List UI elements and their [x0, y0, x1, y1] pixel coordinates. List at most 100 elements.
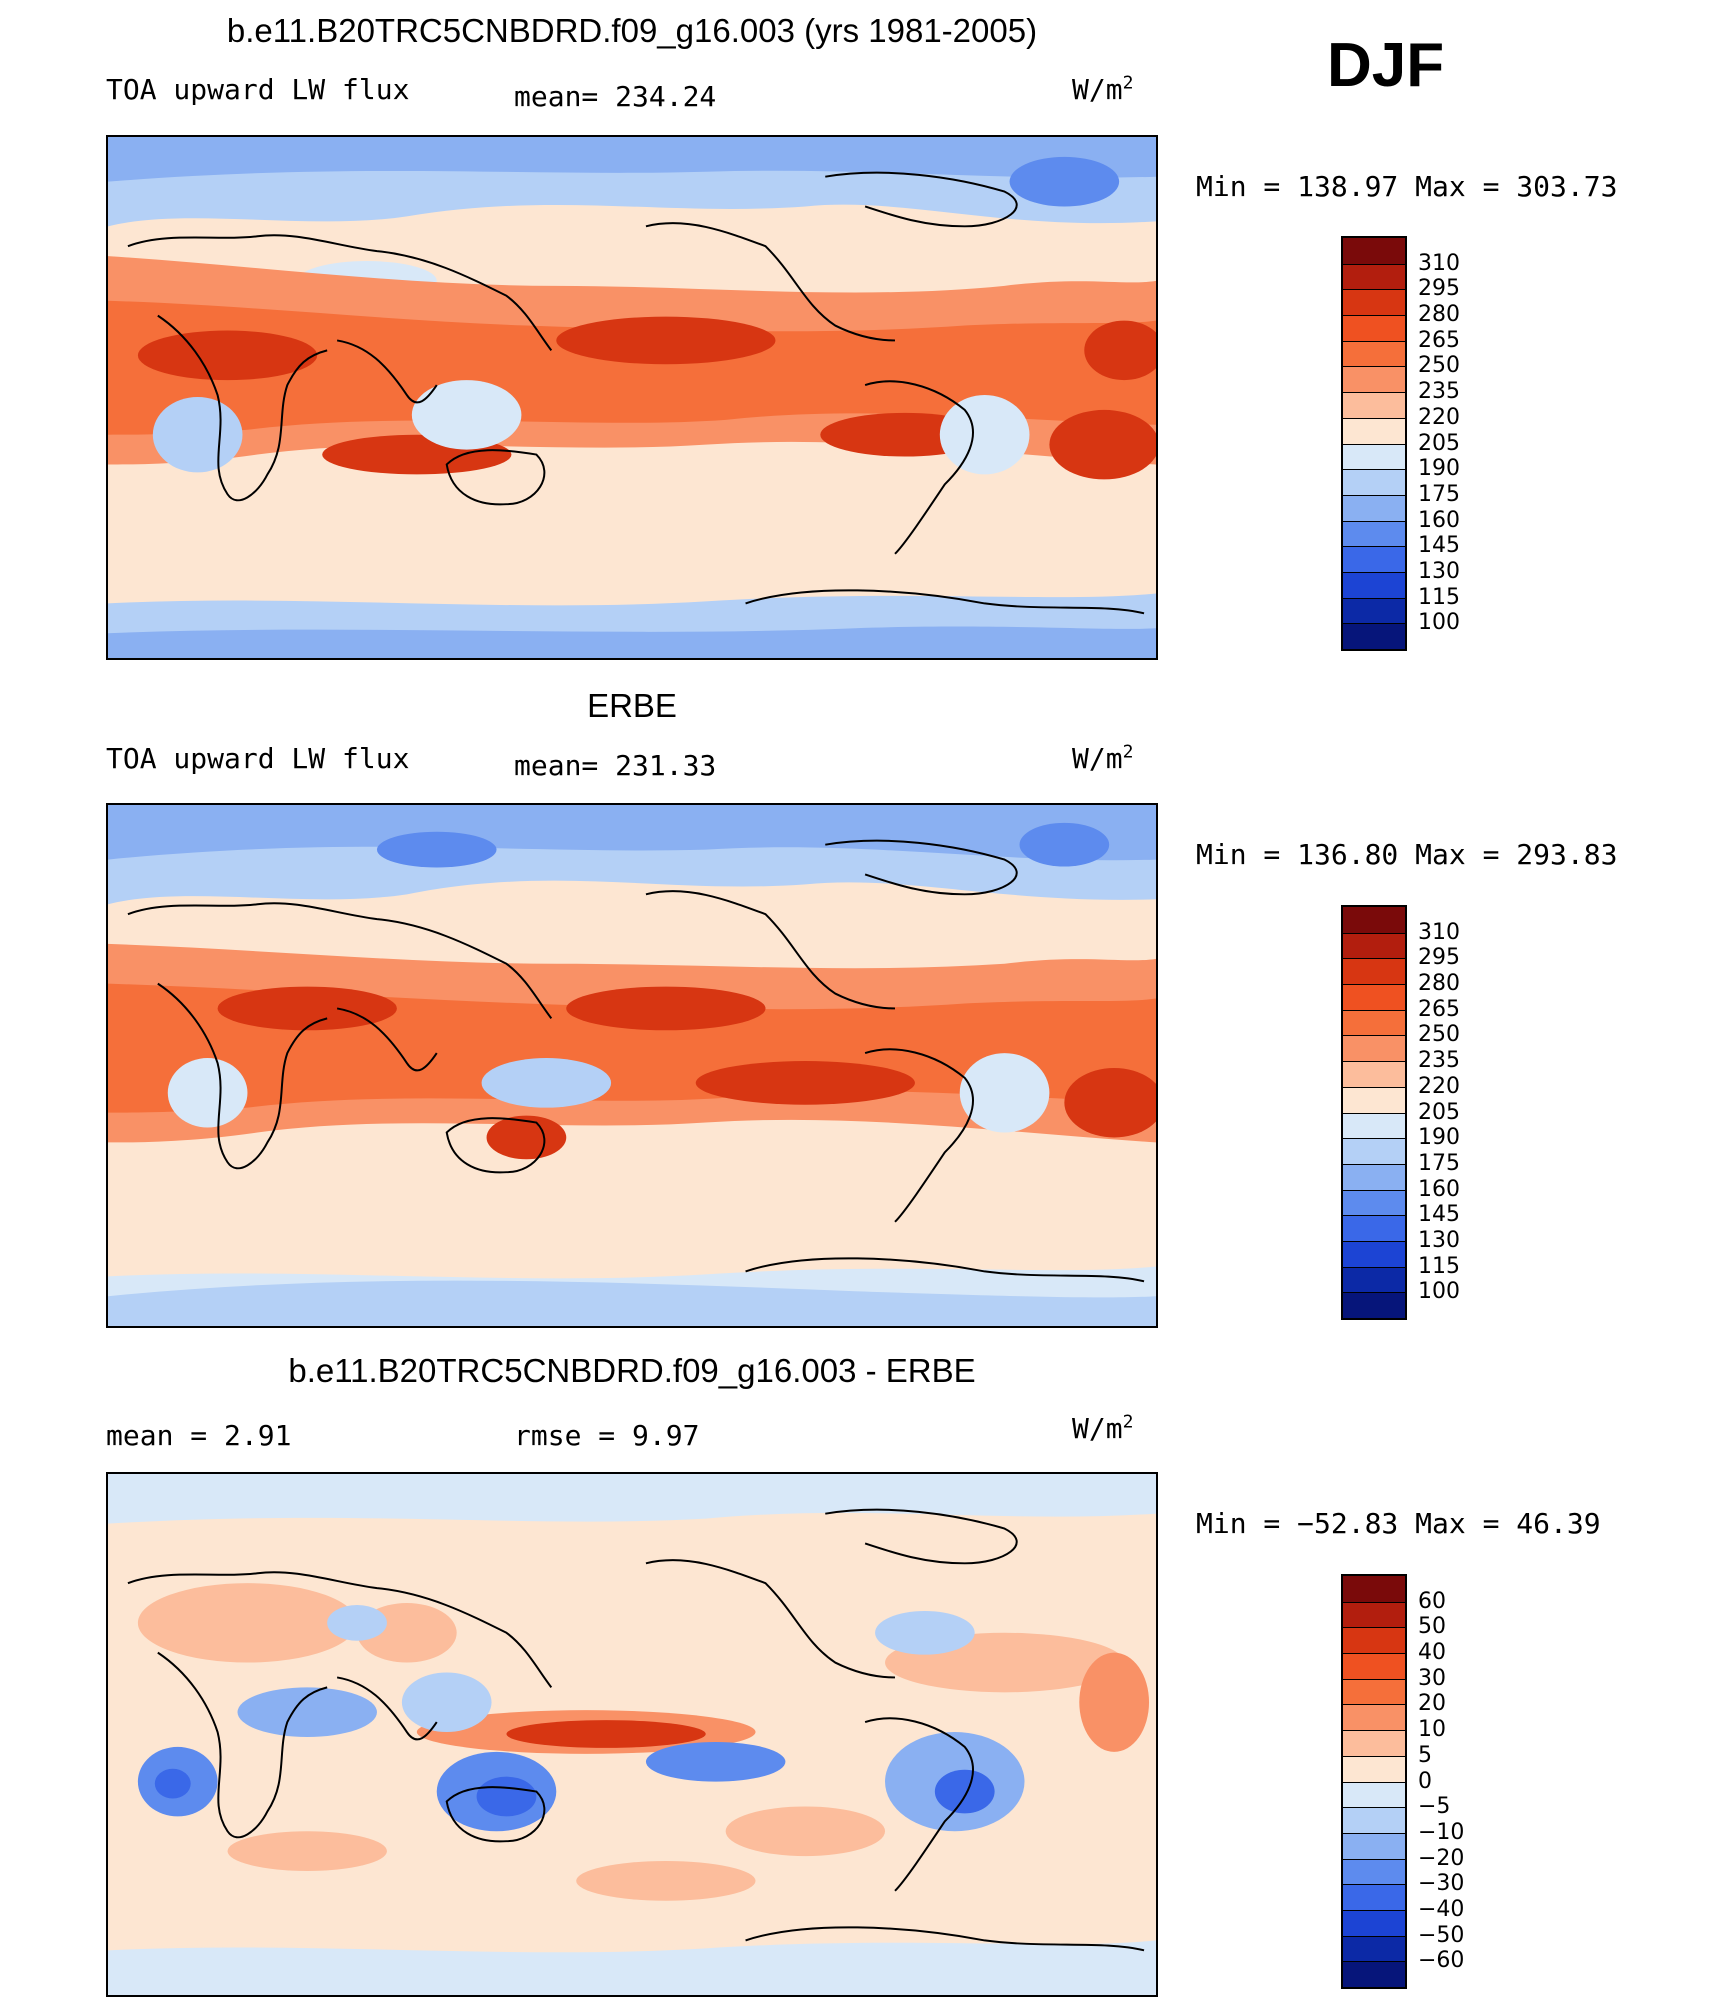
colorbar-tick-label: 160 [1418, 1176, 1460, 1202]
colorbar-segment [1343, 597, 1405, 624]
season-label: DJF [1327, 31, 1445, 100]
colorbar-segment [1343, 520, 1405, 547]
colorbar-segment [1343, 1653, 1405, 1679]
colorbar-tick-label: 220 [1418, 1073, 1460, 1099]
colorbar-tick-label: −10 [1418, 1819, 1465, 1845]
panel-variable-label-obs: TOA upward LW flux [106, 742, 410, 775]
colorbar-segment [1343, 289, 1405, 316]
colorbar-tick-label: 250 [1418, 1022, 1460, 1048]
colorbar-segment [1343, 1730, 1405, 1756]
colorbar-segment [1343, 1807, 1405, 1833]
map-model [106, 135, 1158, 660]
colorbar-segment [1343, 1189, 1405, 1216]
map-obs [106, 803, 1158, 1328]
colorbar-tick-label: −40 [1418, 1896, 1465, 1922]
colorbar-segment [1343, 1138, 1405, 1164]
colorbar-segment [1343, 1781, 1405, 1808]
colorbar-segment [1343, 366, 1405, 393]
colorbar-segment [1343, 984, 1405, 1010]
colorbar-segment [1343, 1704, 1405, 1731]
colorbar-tick-label: 145 [1418, 1202, 1460, 1228]
panel-title-obs: ERBE [587, 687, 677, 724]
colorbar-tick-label: 60 [1418, 1588, 1446, 1614]
map-obs-field [108, 805, 1156, 1326]
panel-rmse-diff: rmse = 9.97 [514, 1419, 700, 1452]
colorbar-segment [1343, 958, 1405, 985]
colorbar-tick-label: 145 [1418, 533, 1460, 559]
colorbar-model [1341, 236, 1407, 651]
colorbar-tick-label: −20 [1418, 1845, 1465, 1871]
colorbar-segment [1343, 1292, 1405, 1318]
colorbar-tick-label: 265 [1418, 996, 1460, 1022]
colorbar-segment [1343, 1678, 1405, 1705]
colorbar-tick-label: 30 [1418, 1665, 1446, 1691]
colorbar-segment [1343, 1009, 1405, 1036]
colorbar-segment [1343, 1240, 1405, 1267]
colorbar-segment [1343, 443, 1405, 470]
colorbar-segment [1343, 1909, 1405, 1936]
colorbar-segment [1343, 417, 1405, 444]
colorbar-tick-label: 50 [1418, 1614, 1446, 1640]
panel-mean-diff: mean = 2.91 [106, 1419, 292, 1452]
map-diff-field [108, 1474, 1156, 1995]
colorbar-segment [1343, 1832, 1405, 1859]
map-model-field [108, 137, 1156, 658]
panel-units-model: W/m2 [1072, 72, 1134, 106]
panel-units-obs: W/m2 [1072, 741, 1134, 775]
colorbar-segment [1343, 1061, 1405, 1087]
colorbar-tick-label: 20 [1418, 1691, 1446, 1717]
colorbar-segment [1343, 1961, 1405, 1987]
colorbar-segment [1343, 494, 1405, 521]
colorbar-segment [1343, 340, 1405, 367]
colorbar-tick-label: 205 [1418, 1099, 1460, 1125]
colorbar-segment [1343, 263, 1405, 290]
colorbar-tick-label: 205 [1418, 430, 1460, 456]
colorbar-tick-label: 160 [1418, 507, 1460, 533]
colorbar-tick-label: 130 [1418, 558, 1460, 584]
colorbar-segment [1343, 469, 1405, 495]
colorbar-tick-label: 310 [1418, 250, 1460, 276]
colorbar-tick-label: 235 [1418, 379, 1460, 405]
colorbar-tick-label: 280 [1418, 971, 1460, 997]
map-diff [106, 1472, 1158, 1997]
panel-mean-model: mean= 234.24 [514, 80, 717, 113]
colorbar-tick-label: 10 [1418, 1717, 1446, 1743]
panel-title-diff: b.e11.B20TRC5CNBDRD.f09_g16.003 - ERBE [288, 1352, 976, 1389]
colorbar-segment [1343, 546, 1405, 572]
colorbar-tick-label: 310 [1418, 919, 1460, 945]
colorbar-tick-label: 115 [1418, 584, 1460, 610]
colorbar-tick-label: 175 [1418, 1150, 1460, 1176]
colorbar-segment [1343, 1755, 1405, 1782]
colorbar-tick-label: 130 [1418, 1227, 1460, 1253]
colorbar-tick-label: −60 [1418, 1948, 1465, 1974]
colorbar-tick-label: 100 [1418, 1279, 1460, 1305]
colorbar-segment [1343, 392, 1405, 418]
colorbar-tick-label: 280 [1418, 302, 1460, 328]
colorbar-segment [1343, 907, 1405, 933]
colorbar-segment [1343, 1035, 1405, 1062]
colorbar-segment [1343, 623, 1405, 649]
colorbar-tick-label: 40 [1418, 1640, 1446, 1666]
panel-minmax-obs: Min = 136.80 Max = 293.83 [1196, 838, 1618, 871]
colorbar-tick-label: 190 [1418, 1125, 1460, 1151]
colorbar-tick-label: 190 [1418, 456, 1460, 482]
colorbar-segment [1343, 1163, 1405, 1190]
colorbar-segment [1343, 1112, 1405, 1139]
panel-units-diff: W/m2 [1072, 1411, 1134, 1445]
colorbar-segment [1343, 1601, 1405, 1628]
colorbar-segment [1343, 1086, 1405, 1113]
panel-variable-label-model: TOA upward LW flux [106, 73, 410, 106]
colorbar-segment [1343, 571, 1405, 598]
colorbar-tick-label: 5 [1418, 1742, 1432, 1768]
colorbar-tick-label: 0 [1418, 1768, 1432, 1794]
colorbar-tick-label: −30 [1418, 1871, 1465, 1897]
colorbar-segment [1343, 1576, 1405, 1602]
colorbar-segment [1343, 932, 1405, 959]
colorbar-tick-label: −50 [1418, 1922, 1465, 1948]
colorbar-tick-label: −5 [1418, 1794, 1451, 1820]
colorbar-tick-label: 100 [1418, 610, 1460, 636]
colorbar-segment [1343, 1935, 1405, 1962]
colorbar-segment [1343, 1215, 1405, 1241]
colorbar-obs [1341, 905, 1407, 1320]
colorbar-tick-label: 220 [1418, 404, 1460, 430]
